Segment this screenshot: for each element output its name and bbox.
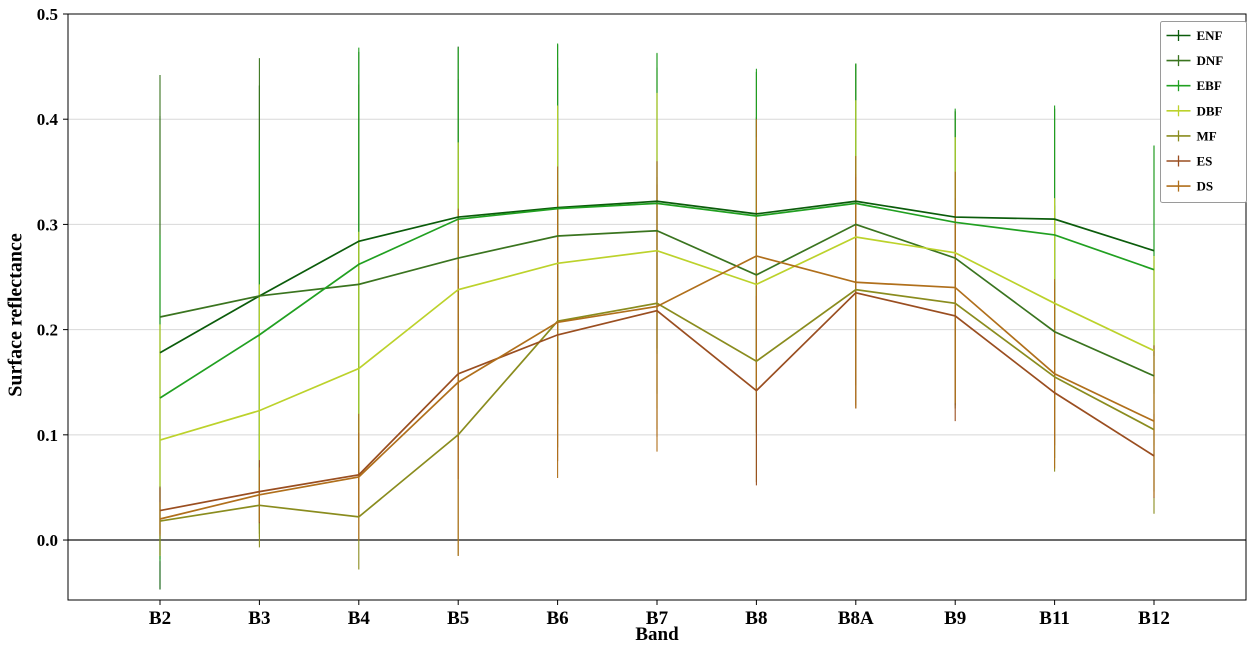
y-tick-label: 0.5 — [37, 5, 58, 24]
x-tick-label: B11 — [1039, 608, 1070, 629]
legend-label-enf: ENF — [1197, 28, 1223, 43]
y-tick-label: 0.1 — [37, 426, 58, 445]
series-line-dbf — [159, 236, 1155, 441]
series-line-mf — [159, 288, 1155, 522]
x-tick-label: B6 — [547, 608, 569, 629]
legend-label-dnf: DNF — [1197, 53, 1224, 68]
x-tick-label: B9 — [944, 608, 966, 629]
series-line-enf — [159, 200, 1155, 354]
x-tick-label: B5 — [447, 608, 469, 629]
legend-label-mf: MF — [1197, 128, 1217, 143]
x-tick-label: B8A — [838, 608, 874, 629]
x-tick-label: B2 — [149, 608, 171, 629]
legend-label-dbf: DBF — [1197, 103, 1223, 118]
y-tick-label: 0.3 — [37, 215, 58, 234]
series-lines — [159, 200, 1155, 522]
x-tick-label: B7 — [646, 608, 669, 629]
x-tick-label: B8 — [745, 608, 767, 629]
x-tick-label: B12 — [1138, 608, 1170, 629]
legend-box — [1160, 21, 1247, 203]
legend-label-ds: DS — [1197, 179, 1214, 194]
y-tick-label: 0.4 — [37, 110, 59, 129]
series-line-ebf — [159, 202, 1155, 399]
y-tick-label: 0.0 — [37, 531, 58, 550]
x-tick-label: B3 — [248, 608, 270, 629]
x-tick-label: B4 — [348, 608, 371, 629]
error-bars — [159, 43, 1155, 590]
series-line-es — [159, 291, 1155, 512]
x-axis-title: Band — [635, 624, 679, 645]
y-axis-title: Surface reflectance — [4, 233, 27, 397]
legend-label-es: ES — [1197, 154, 1213, 169]
legend-label-ebf: EBF — [1197, 78, 1222, 93]
series-line-ds — [159, 255, 1155, 520]
y-tick-label: 0.2 — [37, 321, 58, 340]
axis-ticks: 0.0 0.1 0.2 0.3 0.4 0.5 B2 B3 B4 B5 B6 B7 B8 B8A B9 B11… — [37, 5, 1170, 629]
legend: ENF DNF EBF DBF MF ES DS — [1160, 21, 1247, 203]
